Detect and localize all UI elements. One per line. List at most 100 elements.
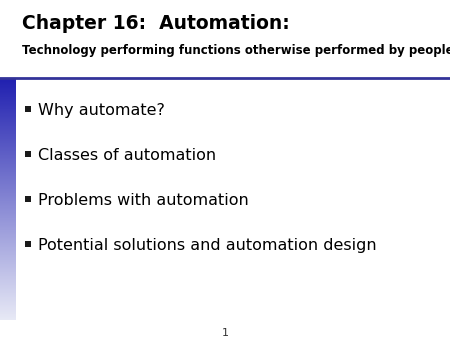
Bar bbox=[0, 156, 16, 157]
Bar bbox=[0, 208, 16, 209]
Bar bbox=[0, 191, 16, 192]
Bar bbox=[0, 113, 16, 114]
Bar bbox=[0, 160, 16, 161]
Bar bbox=[0, 259, 16, 260]
Bar bbox=[0, 104, 16, 105]
Bar bbox=[0, 275, 16, 276]
Bar bbox=[0, 318, 16, 319]
Bar bbox=[25, 106, 31, 112]
Bar bbox=[0, 213, 16, 214]
Bar bbox=[0, 145, 16, 146]
Bar bbox=[0, 131, 16, 132]
Bar bbox=[0, 223, 16, 224]
Bar bbox=[0, 245, 16, 246]
Bar bbox=[0, 137, 16, 138]
Bar bbox=[0, 89, 16, 90]
Bar bbox=[0, 311, 16, 312]
Bar bbox=[0, 120, 16, 121]
Bar bbox=[0, 226, 16, 227]
Bar bbox=[0, 176, 16, 177]
Bar bbox=[0, 177, 16, 178]
Bar bbox=[0, 237, 16, 238]
Bar bbox=[0, 101, 16, 102]
Bar bbox=[0, 118, 16, 119]
Bar bbox=[0, 301, 16, 302]
Bar bbox=[0, 82, 16, 83]
Bar bbox=[0, 106, 16, 107]
Bar bbox=[0, 168, 16, 169]
Bar bbox=[0, 306, 16, 307]
Bar bbox=[0, 110, 16, 111]
Bar bbox=[0, 210, 16, 211]
Bar bbox=[0, 142, 16, 143]
Bar bbox=[0, 217, 16, 218]
Bar bbox=[0, 189, 16, 190]
Bar bbox=[0, 265, 16, 266]
Bar bbox=[0, 130, 16, 131]
Bar bbox=[0, 80, 16, 81]
Bar bbox=[0, 288, 16, 289]
Bar bbox=[0, 128, 16, 129]
Bar bbox=[0, 99, 16, 100]
Bar bbox=[0, 261, 16, 262]
Bar bbox=[0, 316, 16, 317]
Bar bbox=[0, 231, 16, 232]
Bar bbox=[0, 313, 16, 314]
Text: Technology performing functions otherwise performed by people: Technology performing functions otherwis… bbox=[22, 44, 450, 57]
Bar bbox=[0, 123, 16, 124]
Bar bbox=[0, 293, 16, 294]
Bar bbox=[25, 196, 31, 202]
Bar bbox=[0, 127, 16, 128]
Bar bbox=[0, 285, 16, 286]
Bar bbox=[0, 212, 16, 213]
Bar bbox=[0, 180, 16, 181]
Bar bbox=[0, 183, 16, 184]
Bar bbox=[0, 281, 16, 282]
Bar bbox=[0, 233, 16, 234]
Bar bbox=[0, 255, 16, 256]
Bar bbox=[0, 246, 16, 247]
Bar bbox=[0, 172, 16, 173]
Bar bbox=[0, 194, 16, 195]
Bar bbox=[0, 307, 16, 308]
Bar bbox=[0, 149, 16, 150]
Bar bbox=[0, 297, 16, 298]
Bar bbox=[0, 209, 16, 210]
Bar bbox=[0, 185, 16, 186]
Bar bbox=[0, 199, 16, 200]
Bar bbox=[0, 291, 16, 292]
Bar bbox=[0, 146, 16, 147]
Bar bbox=[0, 228, 16, 229]
Bar bbox=[0, 187, 16, 188]
Bar bbox=[0, 0, 450, 78]
Bar bbox=[0, 184, 16, 185]
Bar bbox=[0, 196, 16, 197]
Bar bbox=[0, 148, 16, 149]
Bar bbox=[0, 319, 16, 320]
Bar bbox=[0, 250, 16, 251]
Bar bbox=[0, 78, 16, 79]
Bar bbox=[0, 152, 16, 153]
Bar bbox=[0, 132, 16, 133]
Bar bbox=[0, 195, 16, 196]
Bar bbox=[25, 241, 31, 247]
Bar bbox=[0, 299, 16, 300]
Bar bbox=[0, 236, 16, 237]
Text: Potential solutions and automation design: Potential solutions and automation desig… bbox=[38, 238, 377, 253]
Bar bbox=[0, 100, 16, 101]
Bar bbox=[0, 270, 16, 271]
Bar bbox=[0, 310, 16, 311]
Bar bbox=[0, 264, 16, 265]
Bar bbox=[0, 296, 16, 297]
Bar bbox=[0, 167, 16, 168]
Bar bbox=[0, 186, 16, 187]
Bar bbox=[0, 234, 16, 235]
Bar bbox=[0, 262, 16, 263]
Bar bbox=[0, 315, 16, 316]
Bar bbox=[0, 164, 16, 165]
Bar bbox=[0, 309, 16, 310]
Bar bbox=[0, 263, 16, 264]
Bar bbox=[0, 79, 16, 80]
Bar bbox=[0, 90, 16, 91]
Bar bbox=[0, 197, 16, 198]
